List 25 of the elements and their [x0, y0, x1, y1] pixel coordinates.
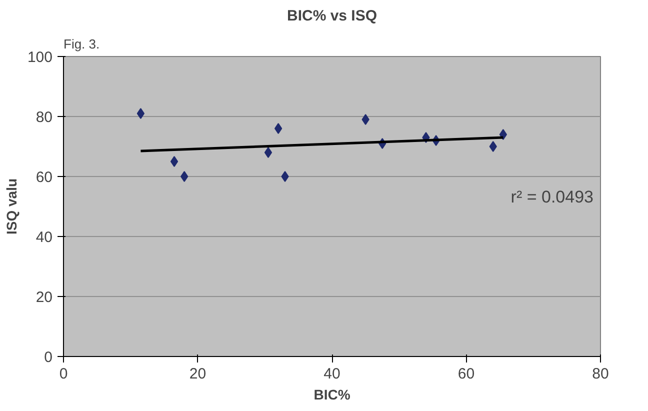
y-axis-title: ISQ valu	[3, 178, 20, 235]
x-tick-label: 40	[324, 366, 340, 382]
y-tick-label: 20	[36, 289, 53, 306]
x-axis-title: BIC%	[314, 386, 351, 402]
y-tick-label: 60	[36, 169, 53, 186]
annotation: r² = 0.0493	[510, 188, 594, 206]
point	[180, 171, 188, 182]
point	[499, 129, 507, 140]
chart-title: BIC% vs ISQ	[286, 8, 378, 24]
x-tick-label: 80	[592, 366, 609, 382]
point	[489, 141, 497, 152]
y-tick-label: 80	[36, 109, 53, 126]
x-tick-label: 0	[59, 366, 68, 382]
y-tick-label: 100	[27, 49, 53, 66]
point	[281, 171, 289, 182]
caption: Fig. 3.	[64, 36, 100, 52]
x-tick-label: 20	[189, 366, 206, 382]
point	[274, 123, 282, 134]
x-tick-label: 60	[458, 366, 475, 382]
point	[170, 156, 178, 167]
y-tick-label: 0	[44, 349, 52, 366]
point	[136, 108, 145, 119]
y-tick-label: 40	[36, 229, 53, 246]
point	[264, 147, 272, 158]
point	[362, 114, 370, 125]
